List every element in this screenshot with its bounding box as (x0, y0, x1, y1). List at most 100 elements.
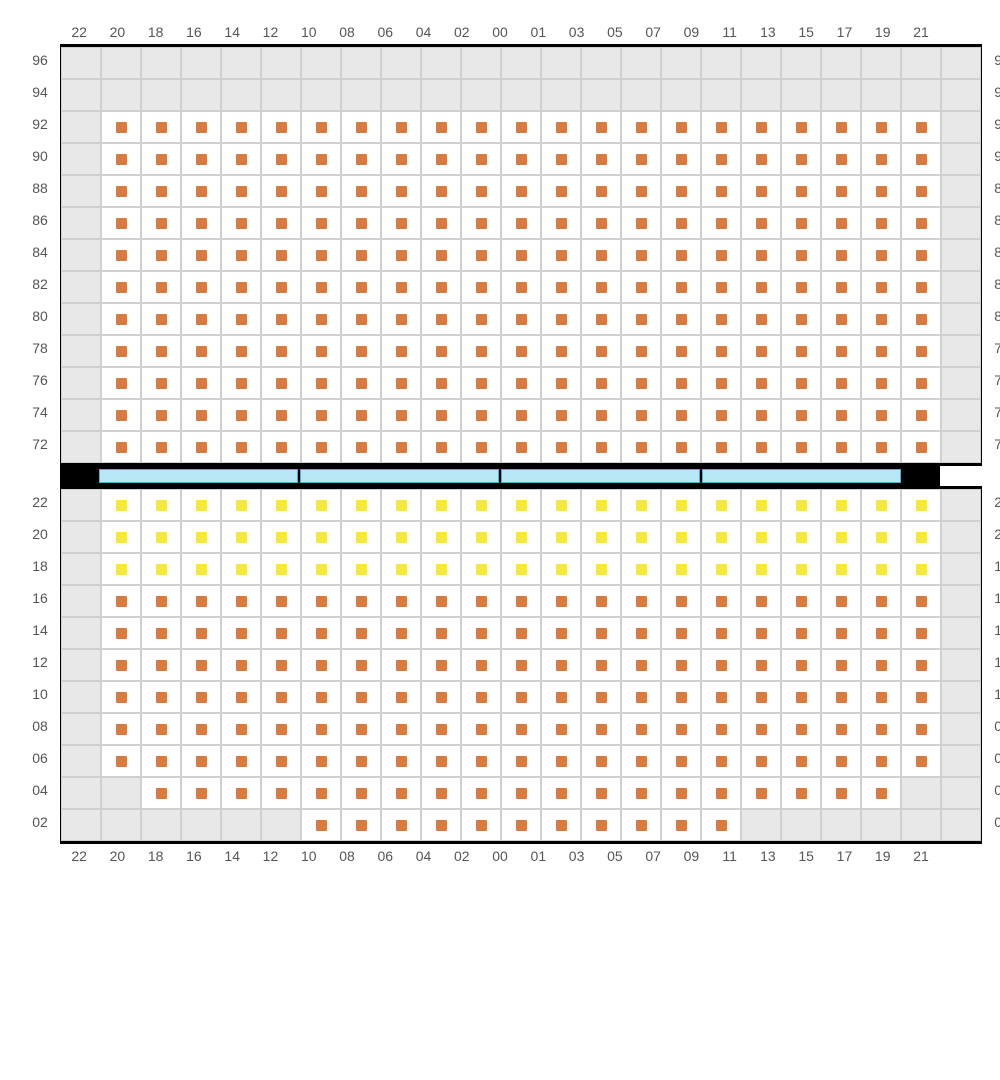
seat[interactable] (436, 346, 447, 357)
seat[interactable] (556, 692, 567, 703)
seat[interactable] (396, 314, 407, 325)
cell[interactable] (381, 207, 421, 239)
seat[interactable] (516, 346, 527, 357)
seat[interactable] (236, 346, 247, 357)
cell[interactable] (661, 809, 701, 841)
cell[interactable] (821, 713, 861, 745)
cell[interactable] (421, 111, 461, 143)
cell[interactable] (861, 553, 901, 585)
cell[interactable] (261, 335, 301, 367)
seat[interactable] (316, 532, 327, 543)
cell[interactable] (581, 175, 621, 207)
seat[interactable] (356, 596, 367, 607)
seat[interactable] (436, 410, 447, 421)
cell[interactable] (821, 271, 861, 303)
cell[interactable] (141, 239, 181, 271)
seat[interactable] (836, 564, 847, 575)
seat[interactable] (756, 500, 767, 511)
seat[interactable] (516, 500, 527, 511)
seat[interactable] (796, 410, 807, 421)
cell[interactable] (621, 617, 661, 649)
cell[interactable] (421, 47, 461, 79)
seat[interactable] (716, 500, 727, 511)
cell[interactable] (701, 553, 741, 585)
cell[interactable] (341, 207, 381, 239)
cell[interactable] (501, 713, 541, 745)
seat[interactable] (596, 154, 607, 165)
cell[interactable] (821, 617, 861, 649)
cell[interactable] (701, 47, 741, 79)
cell[interactable] (381, 303, 421, 335)
cell[interactable] (301, 143, 341, 175)
cell[interactable] (581, 367, 621, 399)
cell[interactable] (941, 553, 981, 585)
cell[interactable] (661, 79, 701, 111)
cell[interactable] (821, 47, 861, 79)
cell[interactable] (341, 175, 381, 207)
seat[interactable] (476, 820, 487, 831)
cell[interactable] (901, 681, 941, 713)
cell[interactable] (261, 175, 301, 207)
seat[interactable] (796, 724, 807, 735)
cell[interactable] (901, 303, 941, 335)
cell[interactable] (701, 809, 741, 841)
cell[interactable] (301, 79, 341, 111)
seat[interactable] (396, 724, 407, 735)
cell[interactable] (461, 521, 501, 553)
seat[interactable] (316, 410, 327, 421)
cell[interactable] (581, 271, 621, 303)
cell[interactable] (61, 585, 101, 617)
seat[interactable] (796, 628, 807, 639)
cell[interactable] (541, 777, 581, 809)
cell[interactable] (621, 553, 661, 585)
seat[interactable] (396, 410, 407, 421)
seat[interactable] (516, 186, 527, 197)
cell[interactable] (341, 239, 381, 271)
cell[interactable] (421, 79, 461, 111)
cell[interactable] (781, 207, 821, 239)
seat[interactable] (436, 788, 447, 799)
cell[interactable] (581, 111, 621, 143)
cell[interactable] (181, 489, 221, 521)
cell[interactable] (221, 681, 261, 713)
cell[interactable] (741, 111, 781, 143)
cell[interactable] (181, 745, 221, 777)
cell[interactable] (701, 175, 741, 207)
seat[interactable] (476, 314, 487, 325)
seat[interactable] (276, 442, 287, 453)
cell[interactable] (541, 239, 581, 271)
seat[interactable] (276, 282, 287, 293)
cell[interactable] (421, 649, 461, 681)
cell[interactable] (781, 239, 821, 271)
seat[interactable] (316, 442, 327, 453)
cell[interactable] (141, 79, 181, 111)
cell[interactable] (861, 303, 901, 335)
cell[interactable] (181, 111, 221, 143)
cell[interactable] (181, 431, 221, 463)
cell[interactable] (901, 399, 941, 431)
cell[interactable] (581, 649, 621, 681)
seat[interactable] (156, 346, 167, 357)
cell[interactable] (341, 399, 381, 431)
seat[interactable] (476, 628, 487, 639)
seat[interactable] (676, 346, 687, 357)
cell[interactable] (61, 143, 101, 175)
seat[interactable] (316, 596, 327, 607)
seat[interactable] (796, 660, 807, 671)
cell[interactable] (581, 489, 621, 521)
seat[interactable] (636, 282, 647, 293)
seat[interactable] (836, 500, 847, 511)
seat[interactable] (476, 154, 487, 165)
seat[interactable] (796, 532, 807, 543)
seat[interactable] (636, 596, 647, 607)
cell[interactable] (461, 745, 501, 777)
cell[interactable] (941, 335, 981, 367)
seat[interactable] (556, 564, 567, 575)
cell[interactable] (541, 617, 581, 649)
cell[interactable] (541, 521, 581, 553)
cell[interactable] (101, 335, 141, 367)
cell[interactable] (621, 271, 661, 303)
cell[interactable] (461, 271, 501, 303)
cell[interactable] (421, 271, 461, 303)
cell[interactable] (301, 681, 341, 713)
